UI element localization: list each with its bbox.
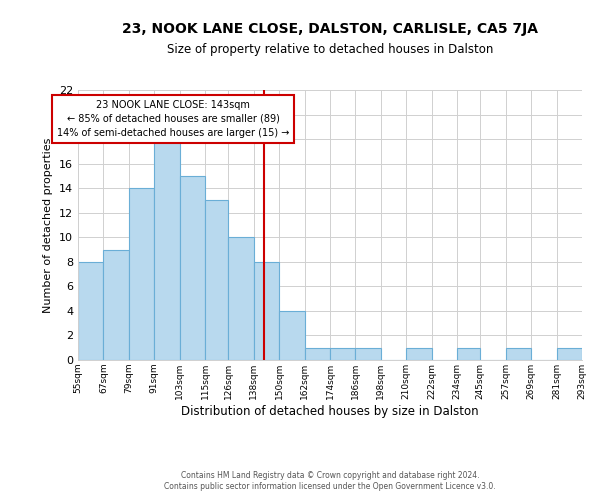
Bar — [355, 348, 381, 360]
X-axis label: Distribution of detached houses by size in Dalston: Distribution of detached houses by size … — [181, 404, 479, 417]
Bar — [129, 188, 154, 360]
Bar — [78, 262, 103, 360]
Bar — [557, 348, 582, 360]
Bar — [457, 348, 481, 360]
Bar — [406, 348, 431, 360]
Bar — [254, 262, 279, 360]
Bar — [154, 139, 179, 360]
Bar — [305, 348, 330, 360]
Text: Contains public sector information licensed under the Open Government Licence v3: Contains public sector information licen… — [164, 482, 496, 491]
Text: 23, NOOK LANE CLOSE, DALSTON, CARLISLE, CA5 7JA: 23, NOOK LANE CLOSE, DALSTON, CARLISLE, … — [122, 22, 538, 36]
Text: Size of property relative to detached houses in Dalston: Size of property relative to detached ho… — [167, 42, 493, 56]
Bar — [279, 311, 305, 360]
Y-axis label: Number of detached properties: Number of detached properties — [43, 138, 53, 312]
Bar — [330, 348, 355, 360]
Bar — [506, 348, 531, 360]
Bar — [179, 176, 205, 360]
Bar — [103, 250, 129, 360]
Text: Contains HM Land Registry data © Crown copyright and database right 2024.: Contains HM Land Registry data © Crown c… — [181, 471, 479, 480]
Bar — [229, 238, 254, 360]
Bar — [205, 200, 229, 360]
Text: 23 NOOK LANE CLOSE: 143sqm
← 85% of detached houses are smaller (89)
14% of semi: 23 NOOK LANE CLOSE: 143sqm ← 85% of deta… — [57, 100, 289, 138]
